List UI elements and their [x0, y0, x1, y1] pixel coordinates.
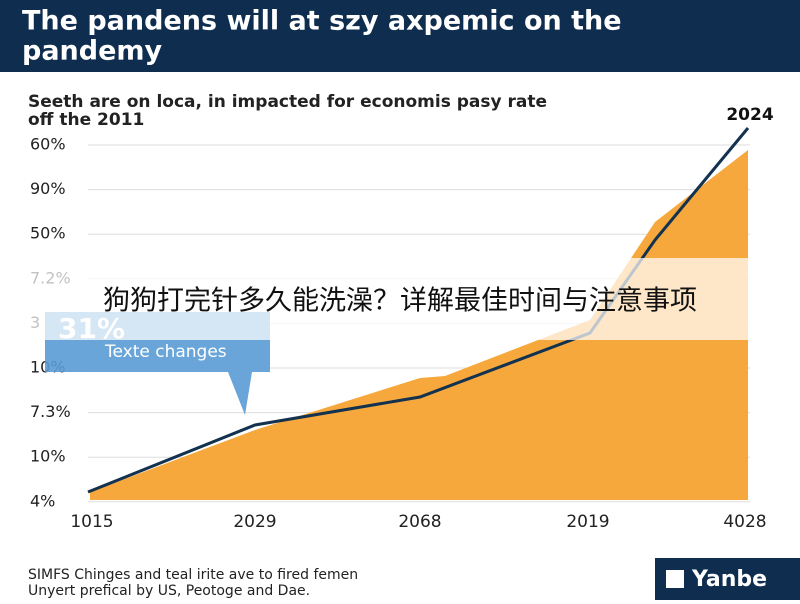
header-band	[0, 0, 800, 72]
subtitle: off the 2011	[28, 110, 144, 130]
footer-line: SIMFS Chinges and teal irite ave to fire…	[28, 567, 358, 583]
banner	[0, 258, 800, 340]
banner-text: 狗狗打完针多久能洗澡？详解最佳时间与注意事项	[103, 286, 697, 317]
y-label: 50%	[30, 224, 66, 243]
title: pandemy	[22, 36, 163, 67]
y-label: 4%	[30, 491, 55, 510]
y-label: 7.3%	[30, 402, 71, 421]
x-label: 2029	[233, 512, 276, 532]
logo-text: Yanbe	[691, 567, 767, 592]
subtitle: Seeth are on loca, in impacted for econo…	[28, 92, 547, 112]
footer-line: Unyert prefical by US, Peotoge and Dae.	[28, 583, 310, 599]
logo-icon	[666, 570, 684, 588]
x-label: 2019	[566, 512, 609, 532]
y-label: 90%	[30, 179, 66, 198]
x-label: 1015	[70, 512, 113, 532]
callout-text: Texte changes	[104, 342, 227, 362]
x-label: 2068	[398, 512, 441, 532]
x-label: 4028	[723, 512, 766, 532]
trend-line	[87, 127, 750, 494]
peak-label: 2024	[726, 105, 773, 125]
x-labels: 1015 2029 2068 2019 4028	[70, 512, 766, 532]
title: The pandens will at szy axpemic on the	[22, 6, 622, 37]
y-label: 10%	[30, 447, 66, 466]
area	[90, 150, 748, 500]
y-label: 60%	[30, 135, 66, 154]
